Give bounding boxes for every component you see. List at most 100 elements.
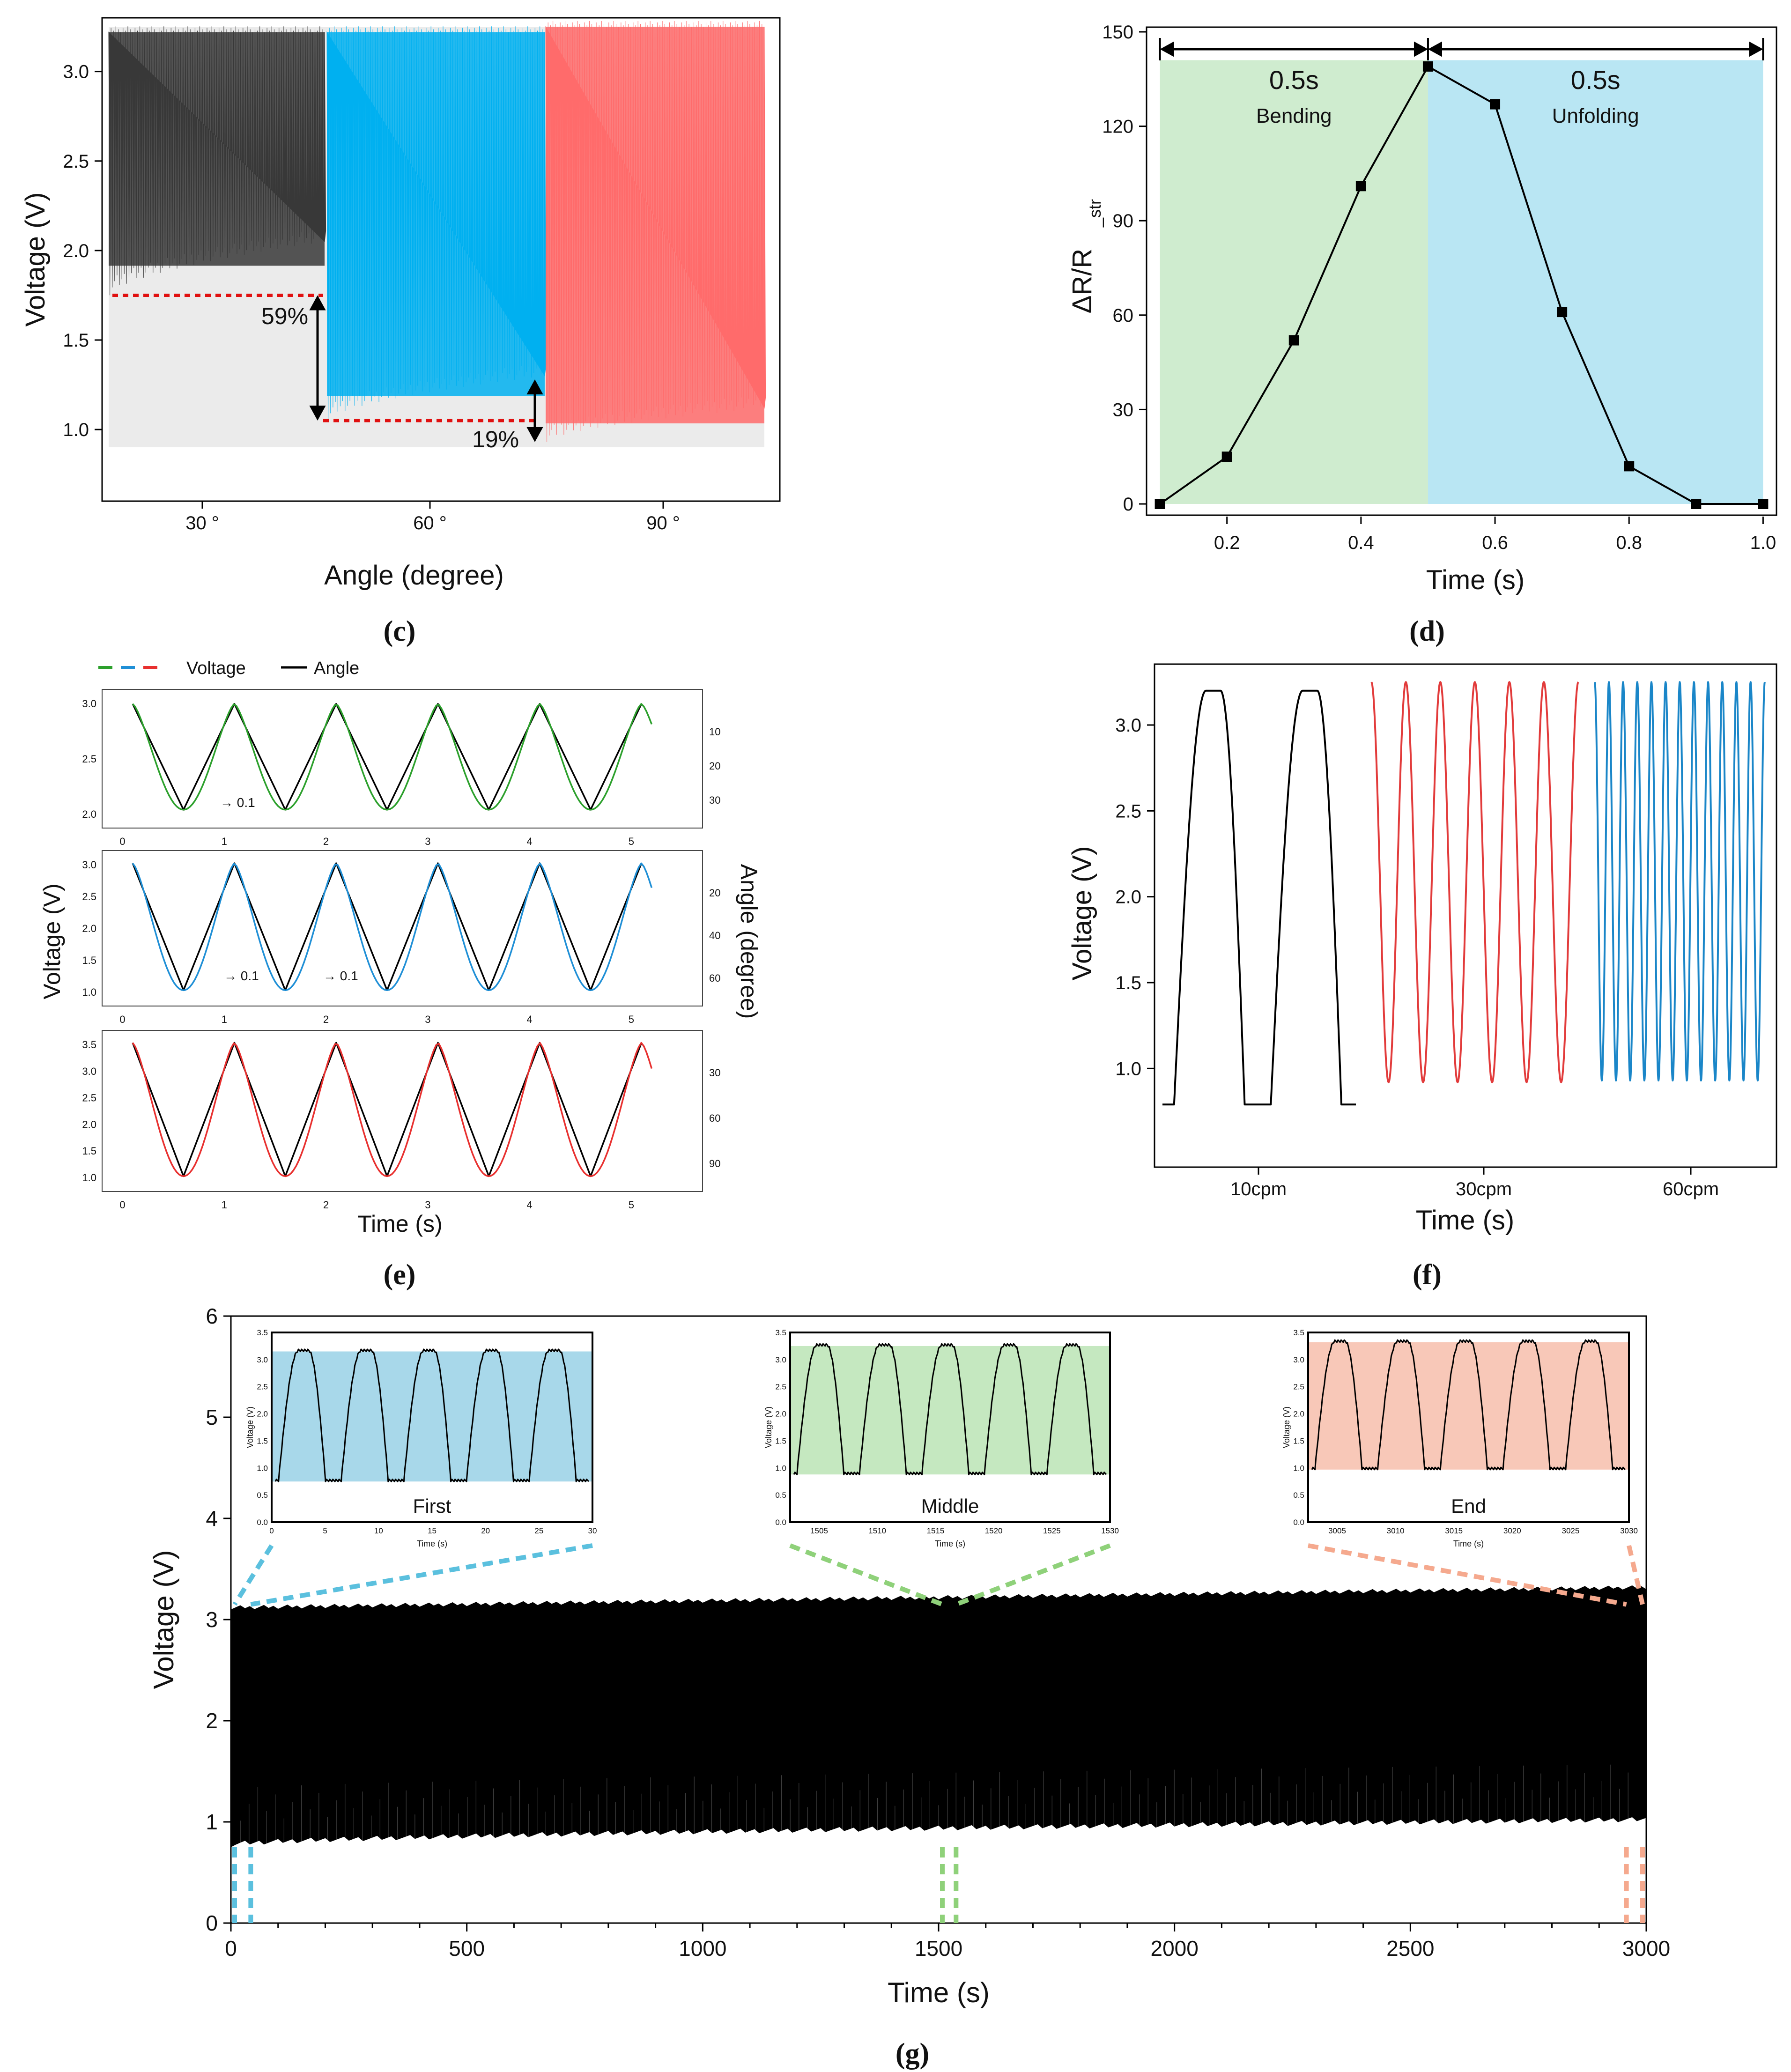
annotation-59: 59% — [261, 303, 308, 329]
inset-x-axis-label: Time (s) — [417, 1539, 447, 1548]
data-point — [1758, 499, 1769, 509]
x-tick-label: 2 — [323, 836, 329, 847]
subpanel-frame — [102, 850, 703, 1006]
voltage-trace — [132, 862, 653, 992]
inset-y-tick-label: 3.0 — [1293, 1355, 1304, 1364]
inset-trace — [1311, 1339, 1626, 1471]
y-tick-label: 1.5 — [82, 1145, 96, 1157]
y2-tick-label: 90 — [709, 1158, 720, 1169]
y-tick-label: 1.5 — [1115, 973, 1141, 993]
inset-connector — [789, 1543, 943, 1607]
inset-x-tick-label: 3005 — [1328, 1526, 1346, 1535]
angle-trace — [132, 1042, 643, 1177]
y-tick-label: 5 — [206, 1405, 218, 1429]
inset-title: First — [413, 1495, 451, 1517]
y-tick-label: 3.0 — [82, 1066, 96, 1077]
inset-x-axis-label: Time (s) — [1453, 1539, 1484, 1548]
annotation-19: 19% — [472, 426, 519, 452]
angle-trace — [132, 862, 643, 992]
data-point — [1288, 335, 1299, 346]
x-tick-label: 500 — [449, 1936, 485, 1961]
caption-f: (f) — [1413, 1259, 1442, 1291]
x-tick-label: 4 — [526, 1199, 532, 1211]
inset-x-tick-label: 5 — [323, 1526, 327, 1535]
inset-y-axis-label: Voltage (V) — [1282, 1406, 1291, 1448]
data-point — [1691, 499, 1702, 509]
x-tick-label: 3000 — [1622, 1936, 1670, 1961]
x-tick-label: 1000 — [679, 1936, 726, 1961]
inset-shade — [1309, 1342, 1628, 1470]
inset-y-tick-label: 0.5 — [775, 1491, 786, 1500]
inset-y-tick-label: 3.5 — [1293, 1328, 1304, 1337]
region-label: Unfolding — [1552, 104, 1639, 127]
x-tick-label: 2 — [323, 1199, 329, 1211]
data-point — [1557, 307, 1568, 318]
angle-trace — [132, 703, 643, 811]
caption-e: (e) — [384, 1259, 416, 1291]
inset-x-tick-label: 3015 — [1445, 1526, 1463, 1535]
inset-x-axis-label: Time (s) — [935, 1539, 965, 1548]
y-tick-label: 2 — [206, 1709, 218, 1733]
inset-y-tick-label: 0.0 — [775, 1518, 786, 1527]
arrow-59-head — [309, 295, 326, 311]
y-tick-label: 3 — [206, 1607, 218, 1632]
x-axis-label: Time (s) — [1426, 565, 1525, 595]
y-axis-label: Voltage (V) — [1067, 846, 1097, 981]
inset-x-tick-label: 1515 — [926, 1526, 944, 1535]
voltage-trace — [132, 703, 653, 811]
x-tick-label: 60 ° — [413, 513, 447, 533]
voltage-trace — [132, 1042, 653, 1177]
x-tick-label: 30cpm — [1456, 1179, 1512, 1199]
x-tick-label: 2500 — [1386, 1936, 1434, 1961]
y-tick-label: 2.5 — [1115, 801, 1141, 821]
inset-x-tick-label: 1505 — [810, 1526, 828, 1535]
series-1-envelope — [109, 32, 325, 266]
x-tick-label: 3 — [425, 836, 430, 847]
inset-y-tick-label: 2.0 — [257, 1410, 268, 1419]
inset-x-tick-label: 3010 — [1387, 1526, 1405, 1535]
series-30cpm-trace — [1370, 681, 1579, 1083]
inset-y-tick-label: 0.5 — [257, 1491, 268, 1500]
inset-trace — [274, 1348, 590, 1482]
y-tick-label: 3.5 — [82, 1039, 96, 1051]
y2-tick-label: 20 — [709, 887, 720, 899]
x-tick-label: 0.4 — [1348, 533, 1374, 553]
inset-y-tick-label: 1.0 — [1293, 1464, 1304, 1473]
inset-x-tick-label: 3020 — [1503, 1526, 1521, 1535]
inset-y-tick-label: 1.0 — [775, 1464, 786, 1473]
y-tick-label: 0 — [1123, 494, 1133, 515]
annotation-0.1: → 0.1 — [323, 969, 358, 983]
y-tick-label: 60 — [1113, 305, 1134, 326]
y-tick-label: 3.0 — [82, 859, 96, 871]
y-tick-label: 2.0 — [82, 923, 96, 934]
y-tick-label: 30 — [1113, 400, 1134, 420]
panel-c: 1.0 1.5 2.0 2.5 3.0 30 ° 60 ° 90 ° Angle (degree… — [20, 17, 781, 647]
inset-x-tick-label: 3030 — [1620, 1526, 1638, 1535]
y-tick-label: 3.0 — [82, 698, 96, 710]
inset-y-tick-label: 0.0 — [1293, 1518, 1304, 1527]
data-point — [1355, 181, 1366, 192]
panel-d: 0.5s Bending 0.5s Unfolding 0 30 60 90 120 150 0.2… — [1067, 22, 1777, 647]
y2-axis-label: Angle (degree) — [736, 864, 762, 1019]
unfolding-arrow-head — [1428, 41, 1442, 57]
y-tick-label: 120 — [1102, 117, 1133, 137]
x-tick-label: 60cpm — [1663, 1179, 1719, 1199]
legend-angle: Angle — [314, 659, 359, 678]
y-tick-label: 2.5 — [82, 753, 96, 765]
inset-x-tick-label: 10 — [374, 1526, 383, 1535]
y-axis-label: Voltage (V) — [39, 883, 65, 999]
x-tick-label: 0.8 — [1616, 533, 1642, 553]
inset-x-tick-label: 0 — [269, 1526, 274, 1535]
inset-connector — [250, 1543, 593, 1607]
x-tick-label: 1500 — [915, 1936, 962, 1961]
y-tick-label: 1.0 — [82, 1172, 96, 1184]
caption-c: (c) — [384, 615, 416, 647]
inset-y-tick-label: 2.5 — [775, 1383, 786, 1391]
x-tick-label: 1 — [222, 1199, 227, 1211]
inset-x-tick-label: 30 — [588, 1526, 597, 1535]
inset-x-tick-label: 1510 — [868, 1526, 886, 1535]
inset-title: End — [1451, 1495, 1486, 1517]
inset-y-axis-label: Voltage (V) — [245, 1406, 255, 1448]
